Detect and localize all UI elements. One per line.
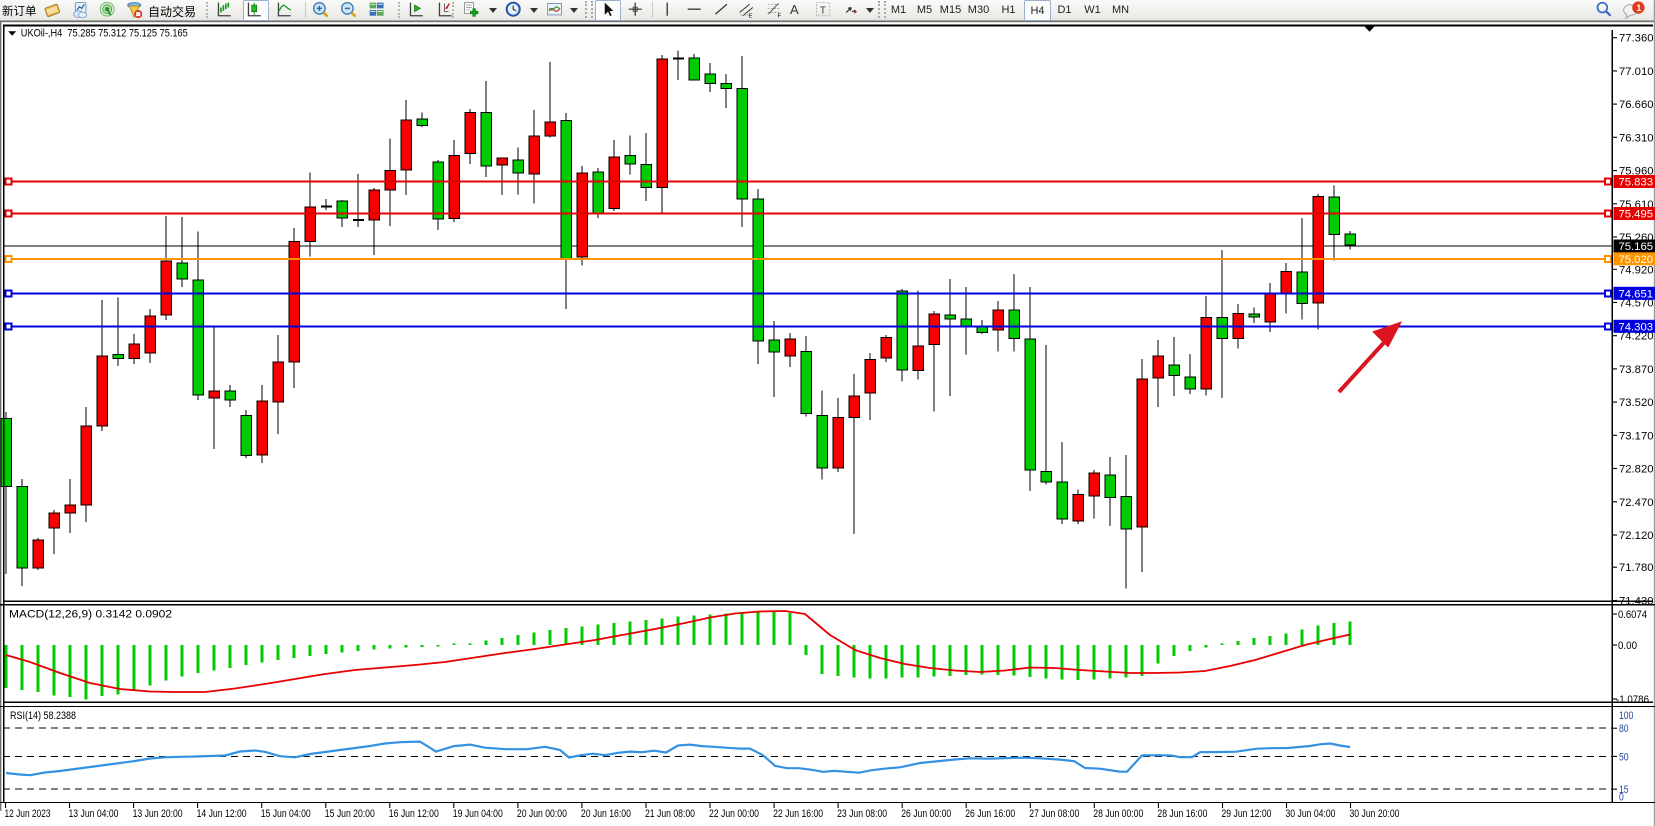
svg-text:1: 1 <box>1636 3 1641 13</box>
svg-text:74.303: 74.303 <box>1619 322 1654 334</box>
svg-text:26 Jun 16:00: 26 Jun 16:00 <box>965 808 1015 820</box>
svg-text:75.495: 75.495 <box>1619 209 1654 221</box>
svg-text:15: 15 <box>1619 784 1629 796</box>
svg-text:100: 100 <box>1619 710 1633 722</box>
svg-text:75.020: 75.020 <box>1619 254 1654 266</box>
svg-text:77.360: 77.360 <box>1619 33 1654 45</box>
svg-text:30 Jun 20:00: 30 Jun 20:00 <box>1350 808 1400 820</box>
svg-text:74.220: 74.220 <box>1619 331 1654 343</box>
svg-text:23 Jun 08:00: 23 Jun 08:00 <box>837 808 887 820</box>
svg-text:75.960: 75.960 <box>1619 166 1654 178</box>
svg-text:UKOil-,H4 75.285 75.312 75.12: UKOil-,H4 75.285 75.312 75.125 75.165 <box>21 28 188 40</box>
svg-text:12 Jun 2023: 12 Jun 2023 <box>5 808 51 820</box>
svg-text:72.120: 72.120 <box>1619 530 1654 542</box>
svg-text:71.430: 71.430 <box>1619 596 1654 608</box>
svg-text:0: 0 <box>1619 792 1624 804</box>
svg-text:27 Jun 08:00: 27 Jun 08:00 <box>1029 808 1079 820</box>
svg-text:21 Jun 08:00: 21 Jun 08:00 <box>645 808 695 820</box>
svg-text:76.310: 76.310 <box>1619 132 1654 144</box>
svg-text:30 Jun 04:00: 30 Jun 04:00 <box>1286 808 1336 820</box>
svg-text:14 Jun 12:00: 14 Jun 12:00 <box>197 808 247 820</box>
svg-text:72.820: 72.820 <box>1619 464 1654 476</box>
svg-text:-1.0786: -1.0786 <box>1616 694 1649 706</box>
svg-text:74.920: 74.920 <box>1619 264 1654 276</box>
svg-text:T: T <box>820 5 826 16</box>
svg-text:77.010: 77.010 <box>1619 66 1654 78</box>
svg-text:MACD(12,26,9) 0.3142 0.0902: MACD(12,26,9) 0.3142 0.0902 <box>9 609 172 621</box>
svg-text:15 Jun 20:00: 15 Jun 20:00 <box>325 808 375 820</box>
svg-text:19 Jun 04:00: 19 Jun 04:00 <box>453 808 503 820</box>
svg-text:74.651: 74.651 <box>1619 289 1654 301</box>
svg-text:73.520: 73.520 <box>1619 397 1654 409</box>
svg-text:13 Jun 20:00: 13 Jun 20:00 <box>133 808 183 820</box>
svg-text:75.833: 75.833 <box>1619 177 1654 189</box>
svg-text:20 Jun 16:00: 20 Jun 16:00 <box>581 808 631 820</box>
svg-text:80: 80 <box>1619 723 1629 735</box>
svg-text:F: F <box>777 13 781 19</box>
svg-text:76.660: 76.660 <box>1619 99 1654 111</box>
svg-text:72.470: 72.470 <box>1619 497 1654 509</box>
svg-text:28 Jun 00:00: 28 Jun 00:00 <box>1093 808 1143 820</box>
svg-text:RSI(14) 58.2388: RSI(14) 58.2388 <box>10 710 76 722</box>
svg-text:15 Jun 04:00: 15 Jun 04:00 <box>261 808 311 820</box>
svg-text:74.570: 74.570 <box>1619 298 1654 310</box>
svg-text:E: E <box>749 13 753 19</box>
svg-text:22 Jun 00:00: 22 Jun 00:00 <box>709 808 759 820</box>
svg-text:29 Jun 12:00: 29 Jun 12:00 <box>1222 808 1272 820</box>
svg-text:28 Jun 16:00: 28 Jun 16:00 <box>1157 808 1207 820</box>
svg-text:73.170: 73.170 <box>1619 430 1654 442</box>
svg-text:20 Jun 00:00: 20 Jun 00:00 <box>517 808 567 820</box>
svg-text:16 Jun 12:00: 16 Jun 12:00 <box>389 808 439 820</box>
svg-text:26 Jun 00:00: 26 Jun 00:00 <box>901 808 951 820</box>
svg-text:22 Jun 16:00: 22 Jun 16:00 <box>773 808 823 820</box>
svg-text:13 Jun 04:00: 13 Jun 04:00 <box>69 808 119 820</box>
svg-text:73.870: 73.870 <box>1619 364 1654 376</box>
svg-text:50: 50 <box>1619 751 1629 763</box>
svg-text:0.00: 0.00 <box>1618 640 1637 652</box>
svg-text:71.780: 71.780 <box>1619 562 1654 574</box>
svg-text:0.6074: 0.6074 <box>1618 609 1647 621</box>
svg-text:75.165: 75.165 <box>1619 241 1654 253</box>
